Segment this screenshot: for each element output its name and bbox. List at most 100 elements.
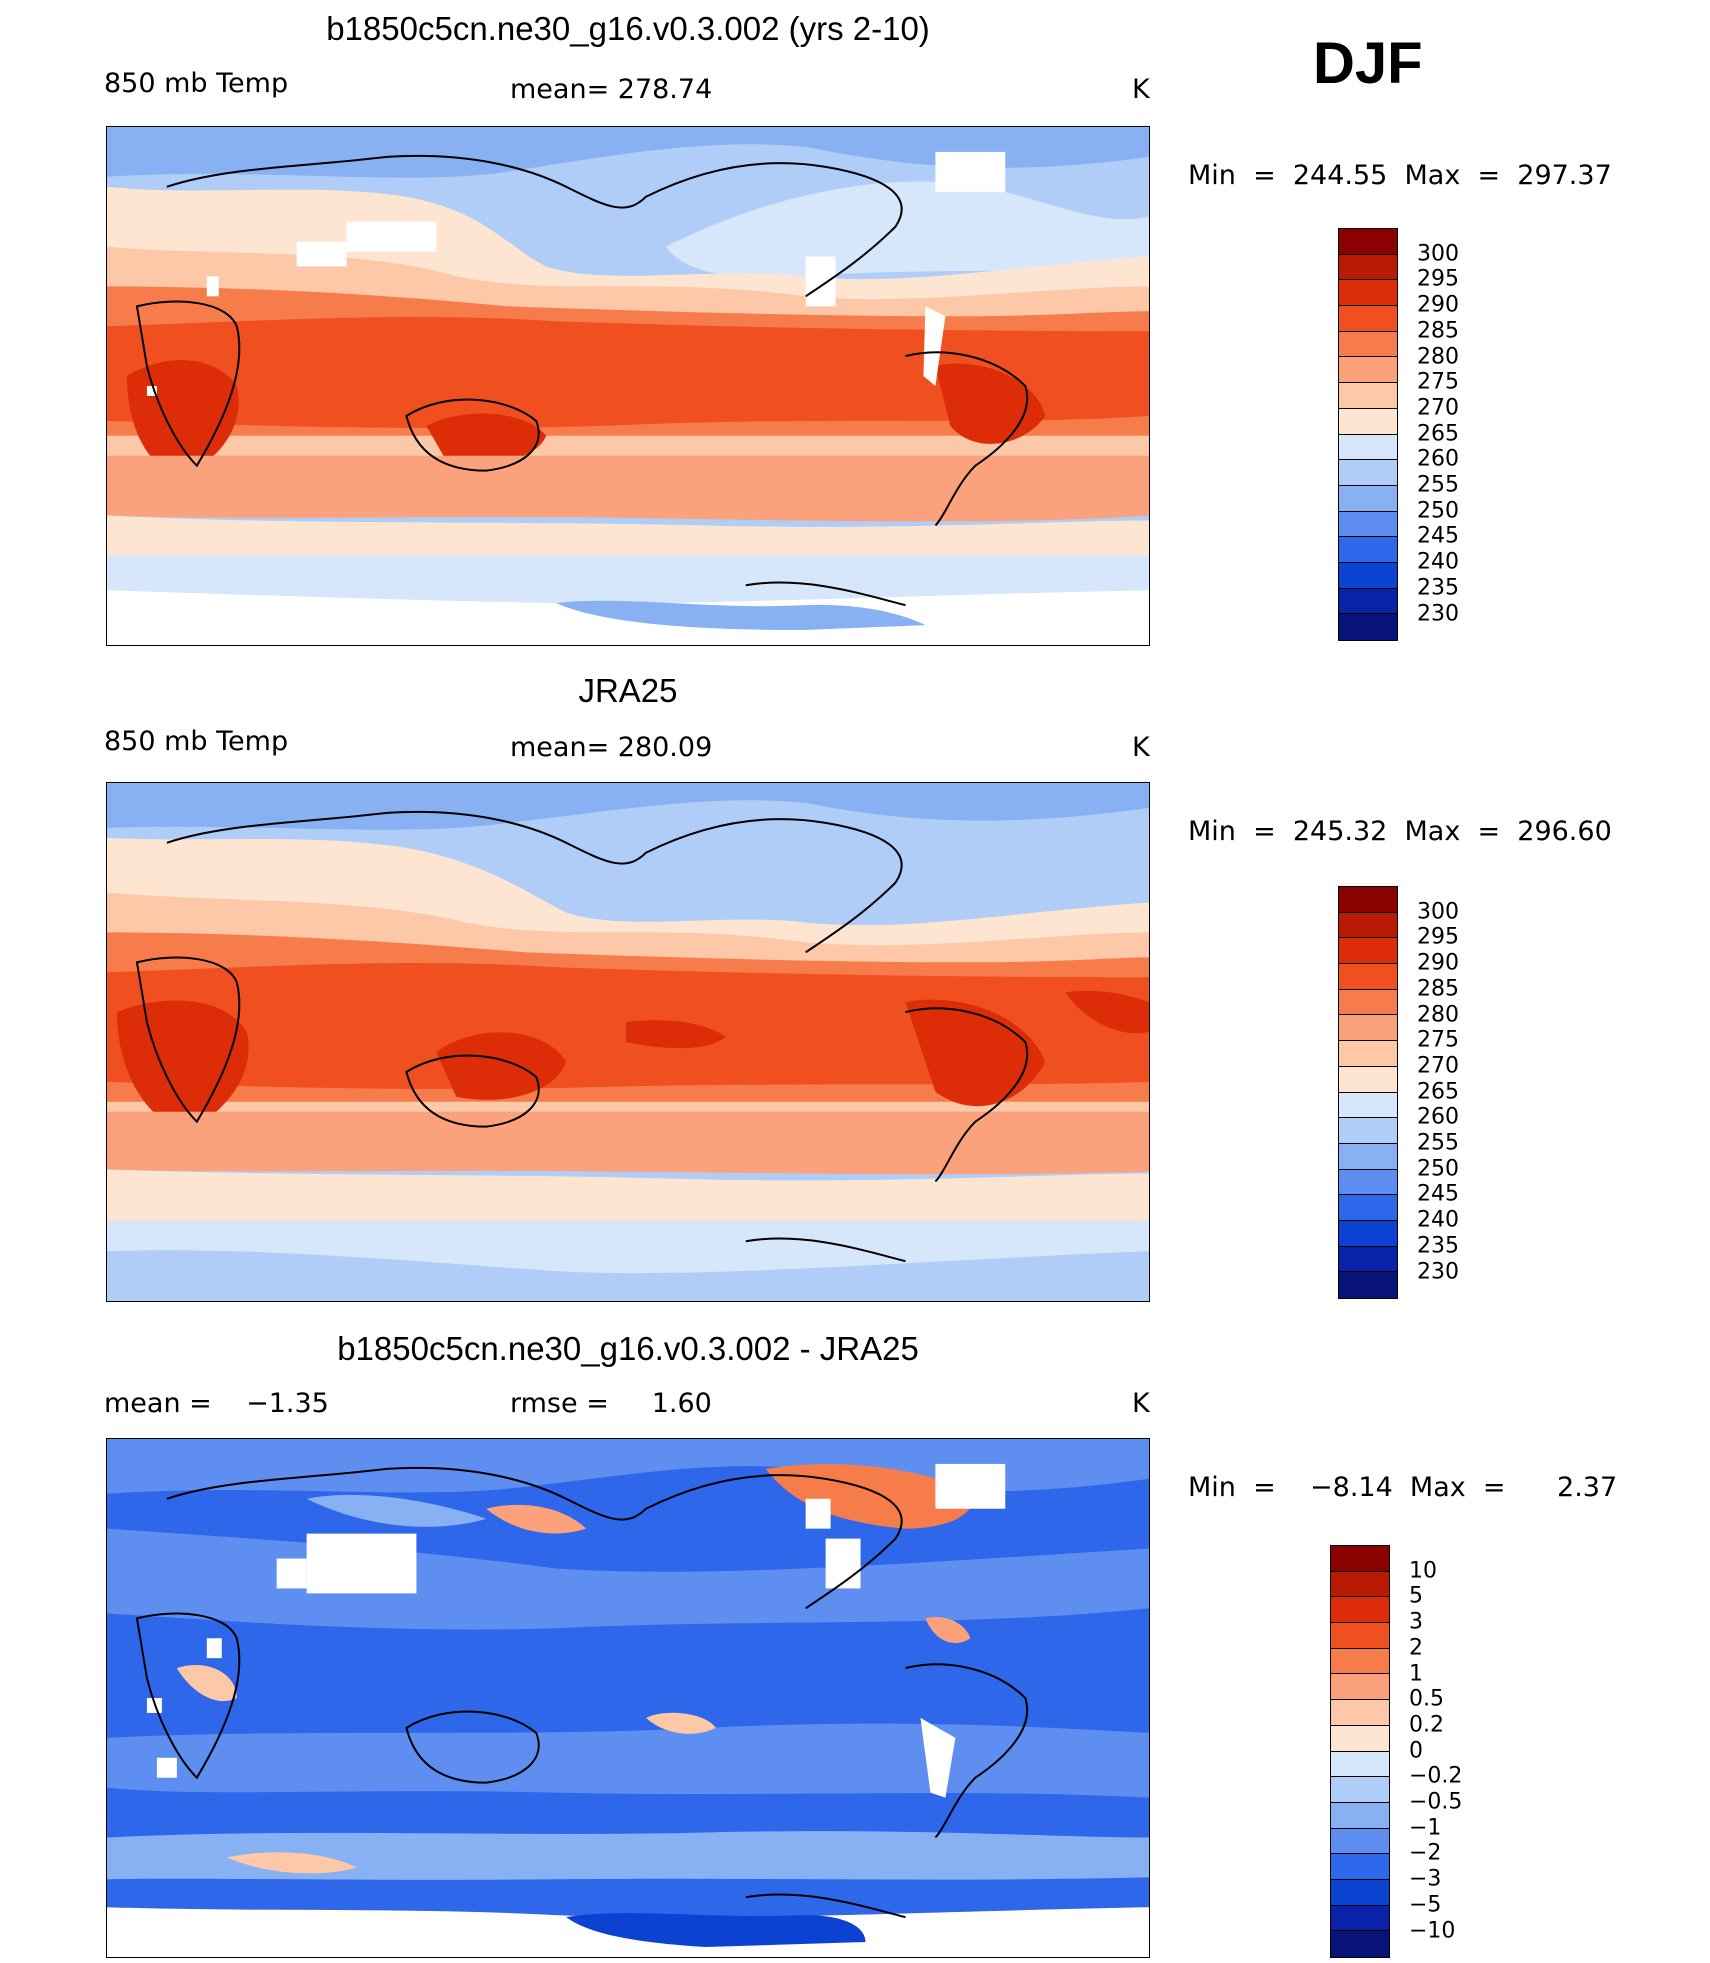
- panel-3-mean-label: mean = −1.35: [104, 1388, 329, 1419]
- colorbar-tick-label: 2: [1409, 1635, 1423, 1661]
- colorbar-swatch: [1339, 357, 1397, 384]
- panel-3-contour-field: [107, 1439, 1149, 1957]
- colorbar-tick-label: 0.2: [1409, 1712, 1444, 1738]
- colorbar-swatch: [1331, 1648, 1389, 1675]
- colorbar-swatch: [1339, 938, 1397, 965]
- colorbar-swatch: [1339, 964, 1397, 990]
- colorbar-swatch: [1339, 1066, 1397, 1093]
- colorbar-swatch: [1339, 1143, 1397, 1170]
- colorbar-tick-label: 260: [1417, 446, 1459, 472]
- colorbar-swatch: [1339, 562, 1397, 589]
- colorbar-tick-label: −2: [1409, 1840, 1442, 1866]
- panel-1-min-max: Min = 244.55 Max = 297.37: [1188, 160, 1612, 191]
- colorbar-swatch: [1331, 1725, 1389, 1752]
- colorbar-swatch: [1339, 1118, 1397, 1144]
- colorbar-tick-label: −3: [1409, 1866, 1442, 1892]
- colorbar-tick-label: 270: [1417, 1053, 1459, 1079]
- colorbar-tick-label: 280: [1417, 344, 1459, 369]
- colorbar-tick-label: −0.2: [1409, 1763, 1463, 1789]
- colorbar-tick-label: 235: [1417, 1233, 1459, 1259]
- colorbar-swatch: [1331, 1674, 1389, 1701]
- colorbar-swatch: [1339, 912, 1397, 939]
- colorbar-tick-label: 275: [1417, 369, 1459, 395]
- colorbar-swatch: [1331, 1571, 1389, 1598]
- colorbar-swatch: [1331, 1905, 1389, 1932]
- colorbar-tick-label: 300: [1417, 899, 1459, 925]
- colorbar-swatch: [1339, 588, 1397, 615]
- colorbar-tick-label: 285: [1417, 976, 1459, 1002]
- colorbar-swatch: [1339, 537, 1397, 563]
- panel-2-mean-label: mean= 280.09: [510, 732, 713, 763]
- panel-3-units-label: K: [1132, 1388, 1150, 1419]
- colorbar-swatch: [1339, 485, 1397, 512]
- panel-1-units-label: K: [1132, 74, 1150, 105]
- colorbar-swatch: [1331, 1597, 1389, 1624]
- panel-1-variable-label: 850 mb Temp: [104, 68, 289, 99]
- colorbar-swatch: [1339, 383, 1397, 409]
- colorbar-tick-label: 245: [1417, 523, 1459, 549]
- colorbar-swatch: [1339, 511, 1397, 538]
- colorbar-tick-label: 300: [1417, 241, 1459, 267]
- colorbar-swatch: [1339, 1272, 1397, 1298]
- colorbar-tick-label: 230: [1417, 601, 1459, 626]
- colorbar-tick-label: 285: [1417, 318, 1459, 344]
- colorbar-tick-label: 295: [1417, 924, 1459, 950]
- colorbar-swatch: [1331, 1546, 1389, 1572]
- panel-3-rmse-label: rmse = 1.60: [510, 1388, 712, 1419]
- colorbar-tick-label: 230: [1417, 1259, 1459, 1284]
- panel-3-colorbar: [1330, 1545, 1390, 1958]
- colorbar-tick-label: 235: [1417, 575, 1459, 601]
- colorbar-swatch: [1339, 460, 1397, 486]
- panel-2-min-max: Min = 245.32 Max = 296.60: [1188, 816, 1612, 847]
- colorbar-swatch: [1339, 1015, 1397, 1042]
- colorbar-swatch: [1331, 1802, 1389, 1829]
- panel-2-contour-field: [107, 783, 1149, 1301]
- colorbar-tick-label: 10: [1409, 1558, 1437, 1584]
- panel-3-min-max: Min = −8.14 Max = 2.37: [1188, 1472, 1618, 1503]
- panel-1-colorbar-segments: [1339, 229, 1397, 640]
- panel-3-colorbar-segments: [1331, 1546, 1389, 1957]
- colorbar-swatch: [1339, 1041, 1397, 1067]
- colorbar-tick-label: −5: [1409, 1892, 1442, 1918]
- colorbar-tick-label: 295: [1417, 266, 1459, 292]
- panel-2-colorbar-segments: [1339, 887, 1397, 1298]
- colorbar-tick-label: 255: [1417, 1130, 1459, 1156]
- panel-3-title: b1850c5cn.ne30_g16.v0.3.002 - JRA25: [337, 1330, 919, 1367]
- colorbar-tick-label: 5: [1409, 1583, 1423, 1609]
- panel-2-map: [106, 782, 1150, 1302]
- colorbar-tick-label: 0.5: [1409, 1686, 1444, 1712]
- colorbar-tick-label: 0: [1409, 1738, 1423, 1764]
- colorbar-swatch: [1331, 1879, 1389, 1906]
- colorbar-tick-label: 290: [1417, 950, 1459, 976]
- panel-3-map: [106, 1438, 1150, 1958]
- panel-2-colorbar: [1338, 886, 1398, 1299]
- panel-1-mean-label: mean= 278.74: [510, 74, 713, 105]
- colorbar-swatch: [1331, 1777, 1389, 1803]
- panel-1-contour-field: [107, 127, 1149, 645]
- colorbar-tick-label: −10: [1409, 1918, 1456, 1943]
- colorbar-tick-label: 250: [1417, 1156, 1459, 1182]
- colorbar-swatch: [1339, 331, 1397, 358]
- colorbar-swatch: [1331, 1854, 1389, 1880]
- colorbar-swatch: [1339, 1169, 1397, 1196]
- colorbar-swatch: [1339, 887, 1397, 913]
- colorbar-tick-label: 240: [1417, 549, 1459, 575]
- panel-1-map: [106, 126, 1150, 646]
- colorbar-tick-label: −0.5: [1409, 1789, 1463, 1815]
- colorbar-swatch: [1331, 1931, 1389, 1957]
- panel-2-units-label: K: [1132, 732, 1150, 763]
- colorbar-tick-label: 275: [1417, 1027, 1459, 1053]
- colorbar-swatch: [1339, 254, 1397, 281]
- panel-2-title: JRA25: [578, 672, 678, 709]
- colorbar-swatch: [1339, 1092, 1397, 1119]
- colorbar-swatch: [1339, 229, 1397, 255]
- colorbar-tick-label: 265: [1417, 1079, 1459, 1105]
- panel-2-variable-label: 850 mb Temp: [104, 726, 289, 757]
- colorbar-tick-label: 280: [1417, 1002, 1459, 1027]
- colorbar-tick-label: 255: [1417, 472, 1459, 498]
- colorbar-swatch: [1339, 1246, 1397, 1273]
- colorbar-swatch: [1331, 1700, 1389, 1726]
- colorbar-swatch: [1339, 1220, 1397, 1247]
- colorbar-tick-label: 260: [1417, 1104, 1459, 1130]
- colorbar-tick-label: 1: [1409, 1661, 1423, 1686]
